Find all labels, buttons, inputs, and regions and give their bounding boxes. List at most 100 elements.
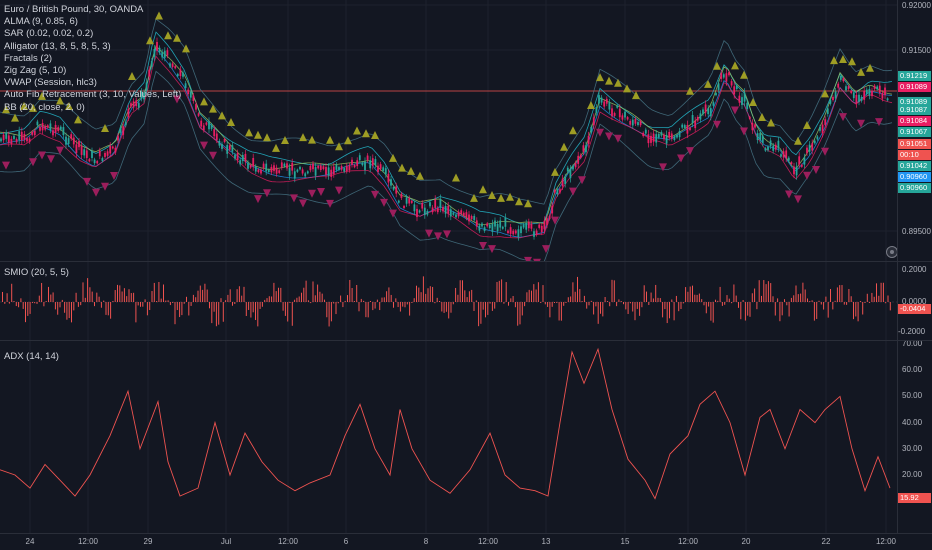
smio-bar [422,276,424,302]
smio-bar [583,295,585,302]
smio-bar [360,298,362,302]
smio-bar [114,290,116,302]
smio-chart[interactable] [0,262,932,340]
smio-bar [317,284,319,302]
candle-body [462,212,465,216]
candle-body [317,165,320,169]
smio-bar [245,302,247,316]
smio-bar [632,302,634,312]
candle-body [473,215,476,221]
smio-bar [413,298,415,302]
legend-bb[interactable]: BB (20, close, 2, 0) [4,101,85,113]
candle-body [618,108,621,118]
price-chart[interactable] [0,0,932,261]
price-tag: 0.91087 [898,105,931,115]
candle-body [572,166,574,170]
smio-bar [183,302,185,304]
candle-body [733,86,736,95]
smio-ytick: 0.2000 [902,265,927,274]
candle-body [837,83,840,88]
legend-sar[interactable]: SAR (0.02, 0.02, 0.2) [4,28,94,40]
adx-last-value: 15.92 [898,493,931,503]
candle-body [670,133,673,139]
legend-fib[interactable]: Auto Fib Retracement (3, 10, Values, Lef… [4,89,182,101]
smio-pane[interactable]: SMIO (20, 5, 5) 0.2000 0.0000 -0.2000 -0… [0,262,932,340]
smio-bar [167,300,169,302]
smio-bar [89,287,91,302]
smio-bar [137,302,139,306]
candle-body [366,155,369,161]
candle-body [41,123,44,131]
smio-bar [266,298,268,302]
candle-body [369,160,372,169]
candle-body [117,135,119,141]
price-tag: 0.91051 [898,139,931,149]
candle-body [377,165,379,173]
candle-body [332,166,335,175]
smio-bar [36,302,38,304]
smio-bar [758,280,760,302]
smio-bar [613,280,615,302]
adx-pane[interactable]: ADX (14, 14) 70.00 60.00 50.00 40.00 30.00 20… [0,341,932,533]
sar-triangle [38,91,46,100]
chart-title[interactable]: Euro / British Pound, 30, OANDA [4,4,144,15]
adx-chart[interactable] [0,341,932,533]
pane-separator[interactable] [0,261,932,262]
candle-body [20,131,23,141]
legend-alligator[interactable]: Alligator (13, 8, 5, 8, 5, 3) [4,40,111,52]
smio-title[interactable]: SMIO (20, 5, 5) [4,267,69,278]
price-pane[interactable]: Euro / British Pound, 30, OANDA ALMA (9,… [0,0,932,261]
candle-body [301,169,304,174]
smio-bar [289,302,291,303]
sar-triangle [245,128,253,137]
smio-bar [604,297,606,302]
sar-triangle [596,73,604,82]
smio-bar [298,296,300,302]
smio-bar [73,302,75,311]
smio-bar [662,302,664,318]
price-tag: 0.91089 [898,97,931,107]
legend-vwap[interactable]: VWAP (Session, hlc3) [4,77,97,89]
legend-alma[interactable]: ALMA (9, 0.85, 6) [4,16,78,28]
smio-bar [735,295,737,302]
smio-bar [767,281,769,302]
candle-body [400,193,403,198]
indicator-legend: Euro / British Pound, 30, OANDA ALMA (9,… [4,4,181,114]
adx-title[interactable]: ADX (14, 14) [4,351,59,362]
candle-body [470,216,473,220]
sar-triangle [857,67,865,76]
candle-body [114,147,117,153]
sar-triangle [488,191,496,200]
candle-body [189,91,192,98]
candle-body [52,130,54,136]
candle-body [184,83,187,89]
candle-body [2,134,5,141]
candle-body [564,177,567,185]
pane-separator[interactable] [0,340,932,341]
smio-bar [843,302,845,305]
legend-fractals[interactable]: Fractals (2) [4,52,53,64]
smio-bar [620,301,622,302]
candle-body [772,145,775,151]
candle-body [868,88,871,96]
smio-bar [846,302,848,305]
smio-bar [296,297,298,302]
smio-bar [64,302,66,313]
candle-body [293,171,296,179]
smio-bar [31,302,33,304]
candle-body [811,143,814,151]
price-ytick: 0.89500 [902,227,931,236]
smio-bar [27,302,29,316]
smio-bar [710,302,712,321]
candle-body [798,156,801,165]
smio-bar [800,293,802,302]
smio-bar [158,281,160,302]
sar-triangle [731,61,739,70]
smio-bar [593,302,595,315]
sar-triangle [299,133,307,142]
legend-zigzag[interactable]: Zig Zag (5, 10) [4,65,67,77]
candle-body [143,92,145,100]
candle-body [832,96,834,101]
candle-body [754,124,756,128]
smio-bar [629,302,631,304]
